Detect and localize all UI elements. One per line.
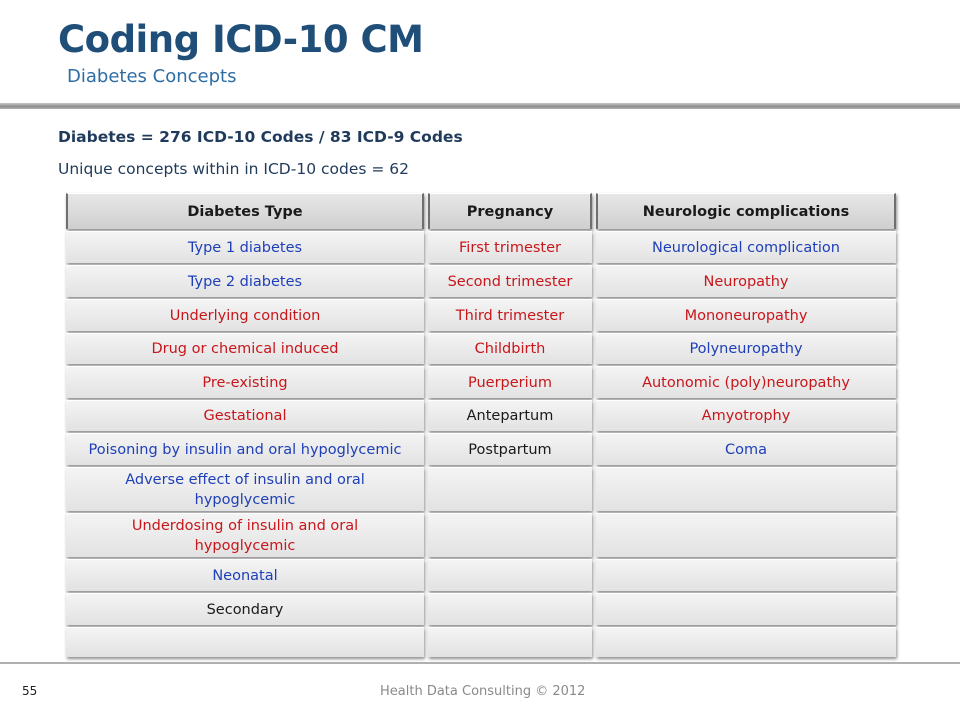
cell-neurologic bbox=[596, 593, 896, 625]
cell-pregnancy bbox=[428, 593, 592, 625]
cell-pregnancy: Puerperium bbox=[428, 366, 592, 398]
cell-diabetes-type: Type 2 diabetes bbox=[66, 265, 424, 297]
slide-subtitle: Diabetes Concepts bbox=[67, 66, 237, 87]
header-diabetes-type: Diabetes Type bbox=[66, 193, 424, 229]
page-number: 55 bbox=[22, 684, 38, 698]
cell-pregnancy bbox=[428, 513, 592, 557]
cell-neurologic bbox=[596, 559, 896, 591]
cell-neurologic: Neurological complication bbox=[596, 231, 896, 263]
cell-diabetes-type: Adverse effect of insulin and oral hypog… bbox=[66, 467, 424, 511]
unique-concepts-text: Unique concepts within in ICD-10 codes =… bbox=[58, 160, 409, 178]
cell-diabetes-type: Pre-existing bbox=[66, 366, 424, 398]
header-neurologic: Neurologic complications bbox=[596, 193, 896, 229]
header-divider bbox=[0, 103, 960, 109]
cell-neurologic: Polyneuropathy bbox=[596, 333, 896, 364]
cell-diabetes-type bbox=[66, 627, 424, 657]
cell-neurologic bbox=[596, 627, 896, 657]
codes-count-text: Diabetes = 276 ICD-10 Codes / 83 ICD-9 C… bbox=[58, 128, 463, 146]
cell-pregnancy bbox=[428, 559, 592, 591]
cell-neurologic: Mononeuropathy bbox=[596, 299, 896, 331]
cell-pregnancy: Childbirth bbox=[428, 333, 592, 364]
cell-pregnancy bbox=[428, 467, 592, 511]
slide-title: Coding ICD-10 CM bbox=[58, 18, 424, 61]
cell-neurologic: Amyotrophy bbox=[596, 400, 896, 431]
cell-diabetes-type: Drug or chemical induced bbox=[66, 333, 424, 364]
cell-diabetes-type: Underlying condition bbox=[66, 299, 424, 331]
cell-pregnancy: Postpartum bbox=[428, 433, 592, 465]
cell-pregnancy: First trimester bbox=[428, 231, 592, 263]
cell-diabetes-type: Neonatal bbox=[66, 559, 424, 591]
cell-neurologic bbox=[596, 513, 896, 557]
cell-diabetes-type: Poisoning by insulin and oral hypoglycem… bbox=[66, 433, 424, 465]
cell-pregnancy bbox=[428, 627, 592, 657]
cell-neurologic: Coma bbox=[596, 433, 896, 465]
footer-copyright: Health Data Consulting © 2012 bbox=[380, 684, 586, 699]
cell-pregnancy: Third trimester bbox=[428, 299, 592, 331]
footer-divider bbox=[0, 662, 960, 664]
header-pregnancy: Pregnancy bbox=[428, 193, 592, 229]
cell-neurologic: Neuropathy bbox=[596, 265, 896, 297]
cell-pregnancy: Second trimester bbox=[428, 265, 592, 297]
cell-pregnancy: Antepartum bbox=[428, 400, 592, 431]
cell-diabetes-type: Type 1 diabetes bbox=[66, 231, 424, 263]
cell-neurologic: Autonomic (poly)neuropathy bbox=[596, 366, 896, 398]
cell-diabetes-type: Secondary bbox=[66, 593, 424, 625]
cell-diabetes-type: Gestational bbox=[66, 400, 424, 431]
cell-neurologic bbox=[596, 467, 896, 511]
cell-diabetes-type: Underdosing of insulin and oral hypoglyc… bbox=[66, 513, 424, 557]
